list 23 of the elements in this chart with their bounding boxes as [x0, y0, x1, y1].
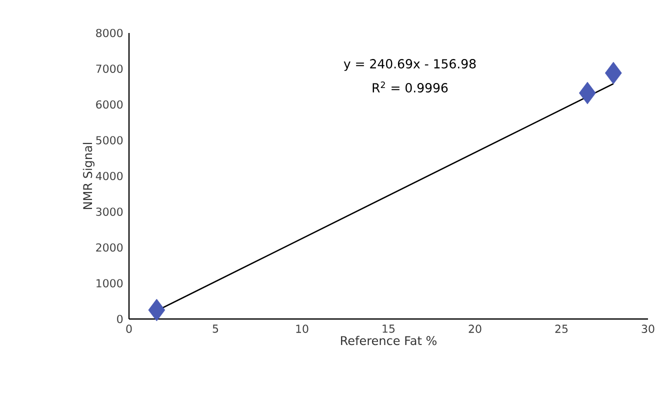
y-tick-label: 8000 [96, 28, 123, 38]
x-tick-label: 10 [296, 324, 308, 333]
y-axis-title: NMR Signal [82, 142, 94, 209]
y-tick-label: 5000 [96, 136, 123, 144]
y-tick-label: 3000 [96, 208, 123, 216]
x-tick-label: 0 [126, 324, 132, 333]
x-axis-title: Reference Fat % [341, 336, 436, 346]
annotation: R$^{2}$ = 0.9996 [372, 81, 448, 92]
x-tick-label: 20 [468, 324, 482, 333]
x-tick-label: 30 [642, 324, 654, 333]
x-tick-label: 5 [212, 324, 218, 333]
y-tick-label: 0 [117, 314, 123, 324]
x-tick-label: 15 [382, 324, 395, 333]
x-tick-label: 25 [555, 324, 568, 333]
point [604, 62, 622, 84]
y-tick-label: 2000 [96, 243, 123, 252]
y-tick-label: 4000 [96, 172, 123, 180]
y-tick-label: 6000 [96, 100, 123, 109]
point [148, 298, 166, 322]
annotation: y = 240.69x - 156.98 [344, 59, 476, 71]
y-tick-label: 1000 [96, 279, 123, 288]
y-tick-label: 7000 [96, 64, 123, 73]
point [579, 82, 596, 104]
